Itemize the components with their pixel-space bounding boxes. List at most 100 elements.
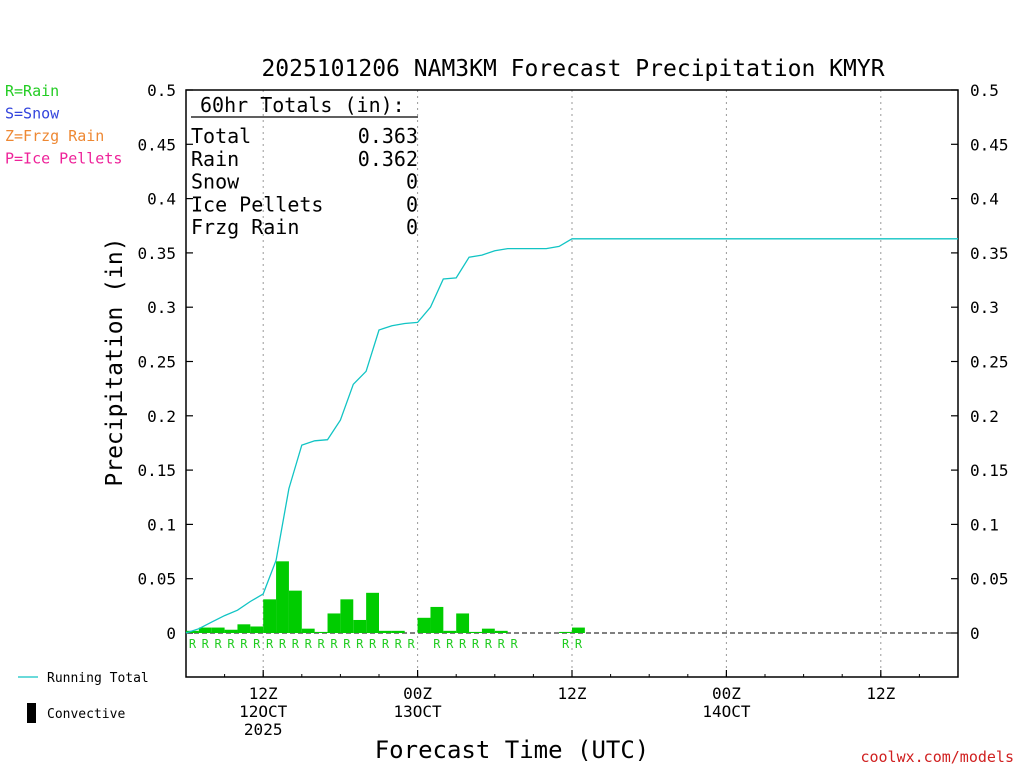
y-tick-label: 0.3 [147, 298, 176, 317]
rain-marker: R [446, 637, 454, 651]
rain-marker: R [279, 637, 287, 651]
rain-marker: R [202, 637, 210, 651]
rain-marker: R [343, 637, 351, 651]
hourly-bars [186, 561, 585, 633]
y-tick-label: 0.1 [147, 515, 176, 534]
x-tick-label: 00Z [403, 684, 432, 703]
rain-marker: R [459, 637, 467, 651]
x-axis-label: Forecast Time (UTC) [375, 736, 650, 764]
precip-bar [353, 619, 367, 633]
x-tick-label: 00Z [712, 684, 741, 703]
precip-bar [379, 630, 392, 633]
rain-marker: R [215, 637, 223, 651]
x-tick-label: 12OCT [239, 702, 288, 721]
totals-value: 0 [406, 215, 418, 239]
y-tick-label: 0.4 [147, 190, 176, 209]
y-tick-label: 0.15 [970, 461, 1009, 480]
y-axis-label: Precipitation (in) [102, 237, 128, 486]
rain-marker: R [253, 637, 261, 651]
legend-entry: S=Snow [5, 105, 60, 123]
rain-marker: R [395, 637, 403, 651]
legend-entry: P=Ice Pellets [5, 150, 122, 168]
chart-title: 2025101206 NAM3KM Forecast Precipitation… [261, 56, 884, 82]
rain-marker: R [382, 637, 390, 651]
precip-bar [301, 628, 315, 633]
totals-label: Frzg Rain [191, 215, 299, 239]
precip-bar [417, 617, 431, 633]
y-tick-label: 0.2 [970, 407, 999, 426]
series-legend: Running Total Convective [18, 671, 149, 723]
precip-bar [263, 599, 277, 633]
precip-bar [340, 599, 354, 633]
precip-bar [494, 630, 508, 633]
precip-bar [443, 630, 457, 633]
totals-value: 0 [406, 192, 418, 216]
totals-label: Snow [191, 170, 240, 194]
precip-bar [430, 606, 444, 633]
y-tick-label: 0.4 [970, 190, 999, 209]
rain-marker: R [408, 637, 416, 651]
precip-bar [186, 630, 199, 633]
precip-bar [572, 627, 585, 633]
y-tick-label: 0 [166, 624, 176, 643]
totals-label: Ice Pellets [191, 192, 323, 216]
convective-swatch [27, 703, 36, 723]
x-tick-label: 12Z [249, 684, 278, 703]
rain-marker: R [562, 637, 570, 651]
totals-value: 0 [406, 170, 418, 194]
rain-marker: R [189, 637, 197, 651]
grid-lines [262, 90, 882, 677]
rain-marker: R [240, 637, 248, 651]
precip-bar [327, 613, 341, 633]
precip-bar [456, 613, 470, 633]
rain-marker: R [330, 637, 338, 651]
y-tick-label: 0.25 [137, 353, 176, 372]
y-tick-label: 0.5 [147, 81, 176, 100]
y-tick-label: 0 [970, 624, 980, 643]
precip-bar [211, 627, 225, 633]
y-axis-left: 0 0.05 0.1 0.15 0.2 0.25 0.3 0.35 0.4 0.45 0.5 [137, 81, 193, 643]
totals-value: 0.363 [358, 124, 418, 148]
y-axis-right: 0 0.05 0.1 0.15 0.2 0.25 0.3 0.35 0.4 0.45 0.5 [951, 81, 1009, 643]
x-tick-label: 2025 [244, 720, 283, 739]
precip-bar [481, 628, 495, 633]
precip-type-legend: R=Rain S=Snow Z=Frzg Rain P=Ice Pellets [5, 82, 122, 168]
legend-convective: Convective [47, 707, 125, 722]
y-tick-label: 0.25 [970, 353, 1009, 372]
y-tick-label: 0.2 [147, 407, 176, 426]
legend-entry: Z=Frzg Rain [5, 127, 104, 145]
y-tick-label: 0.05 [137, 570, 176, 589]
y-tick-label: 0.45 [137, 135, 176, 154]
y-tick-label: 0.35 [137, 244, 176, 263]
watermark: coolwx.com/models [860, 748, 1014, 766]
y-tick-label: 0.5 [970, 81, 999, 100]
totals-header: 60hr Totals (in): [200, 93, 405, 117]
x-tick-label: 12Z [866, 684, 895, 703]
precip-bar [198, 627, 212, 633]
totals-label: Rain [191, 147, 239, 171]
rain-marker: R [317, 637, 325, 651]
y-tick-label: 0.1 [970, 515, 999, 534]
rain-marker: R [485, 637, 493, 651]
totals-box: 60hr Totals (in): Total 0.363 Rain 0.362 Snow… [191, 93, 418, 239]
precip-bar [314, 631, 328, 633]
rain-marker: R [510, 637, 518, 651]
rain-marker: R [433, 637, 441, 651]
rain-marker: R [356, 637, 364, 651]
rain-marker: R [472, 637, 480, 651]
rain-marker: R [266, 637, 274, 651]
rain-marker: R [305, 637, 313, 651]
running-total-line [185, 238, 958, 634]
precip-bar [288, 590, 302, 633]
precip-bar [237, 624, 251, 633]
precip-bar [559, 631, 572, 633]
rain-marker: R [292, 637, 300, 651]
totals-label: Total [191, 124, 251, 148]
precip-bar [276, 561, 289, 633]
precip-bar [469, 631, 482, 633]
y-tick-label: 0.15 [137, 461, 176, 480]
x-tick-label: 14OCT [702, 702, 751, 721]
legend-entry: R=Rain [5, 82, 59, 100]
